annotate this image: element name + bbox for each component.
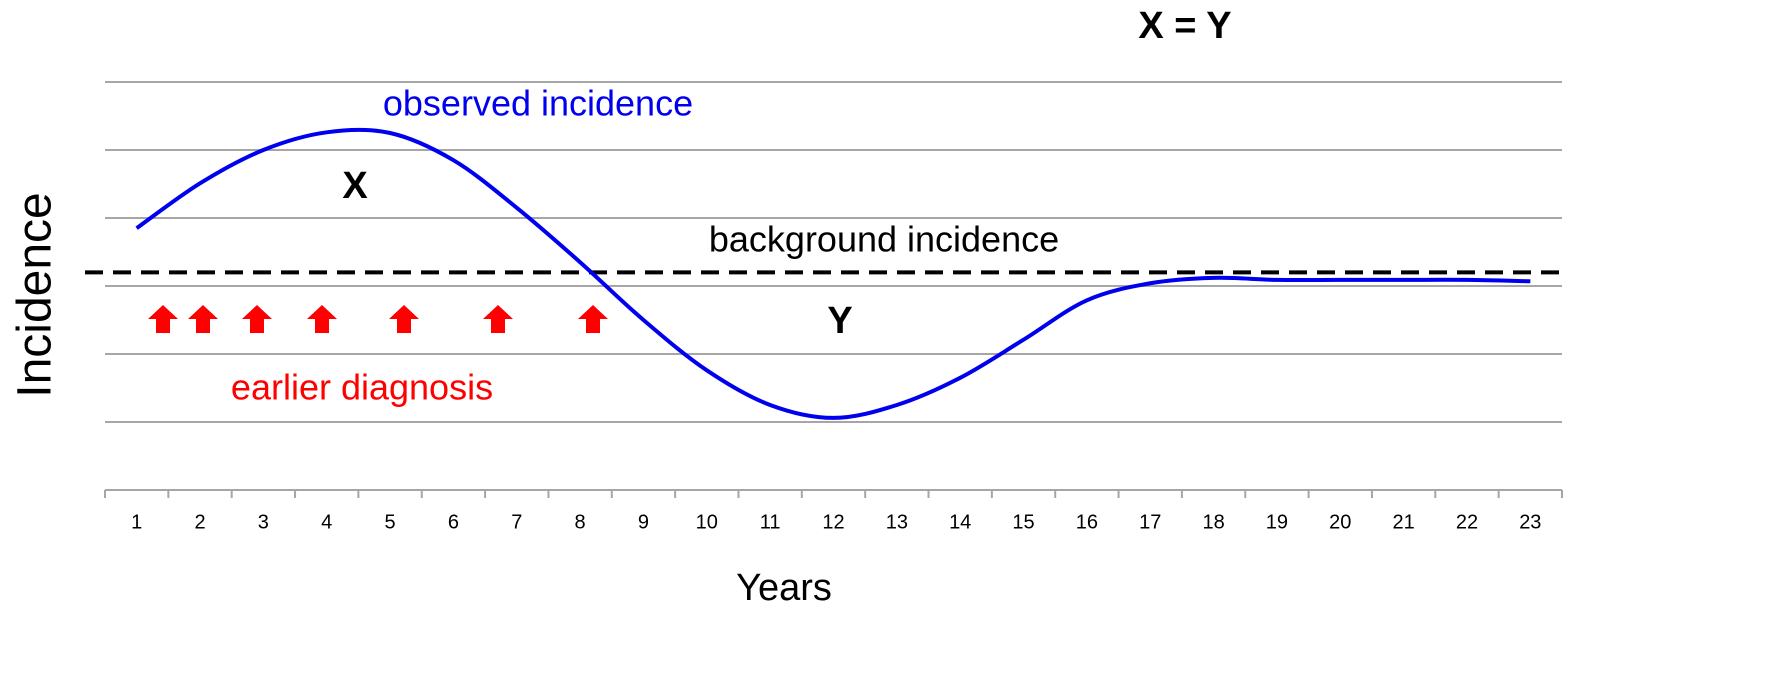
arrow xyxy=(578,305,608,333)
x-tick-label: 17 xyxy=(1139,511,1161,533)
y-annotation: Y xyxy=(827,300,852,342)
x-tick-label: 14 xyxy=(949,511,971,533)
x-tick-label: 5 xyxy=(385,511,396,533)
arrow xyxy=(483,305,513,333)
x-tick-label: 23 xyxy=(1519,511,1541,533)
x-tick-label: 4 xyxy=(321,511,332,533)
x-tick-label: 20 xyxy=(1329,511,1351,533)
arrow xyxy=(188,305,218,333)
x-tick-label: 10 xyxy=(696,511,718,533)
equation-annotation: X = Y xyxy=(1138,5,1231,47)
x-tick-label: 19 xyxy=(1266,511,1288,533)
x-tick-label: 13 xyxy=(886,511,908,533)
x-tick-label: 21 xyxy=(1393,511,1415,533)
y-axis-label: Incidence xyxy=(9,192,62,397)
foreground: 1 2 3 4 5 6 7 8 9 10 11 12 13 14 15 16 17 18 19 20 21 22 23bac… xyxy=(85,83,1562,533)
arrows-annotation: earlier diagnosis xyxy=(231,367,493,408)
x-tick-label: 1 xyxy=(131,511,142,533)
x-tick-label: 2 xyxy=(194,511,205,533)
x-tick-label: 6 xyxy=(448,511,459,533)
arrow xyxy=(307,305,337,333)
arrows xyxy=(148,305,608,333)
x-axis-label: Years xyxy=(736,567,832,609)
x-tick-label: 8 xyxy=(575,511,586,533)
x-annotation: X xyxy=(342,165,368,207)
arrow xyxy=(242,305,272,333)
x-tick-label: 16 xyxy=(1076,511,1098,533)
series-line xyxy=(135,127,1531,420)
series-label: observed incidence xyxy=(383,83,693,124)
x-tick-label: 12 xyxy=(822,511,844,533)
reference-label: background incidence xyxy=(709,219,1059,260)
arrow xyxy=(148,305,178,333)
x-tick-label: 3 xyxy=(258,511,269,533)
arrow xyxy=(389,305,419,333)
x-tick-label: 9 xyxy=(638,511,649,533)
x-tick-label: 11 xyxy=(760,511,781,533)
x-tick-label: 22 xyxy=(1456,511,1478,533)
x-tick-label: 18 xyxy=(1202,511,1224,533)
x-tick-label: 15 xyxy=(1012,511,1034,533)
x-tick-label: 7 xyxy=(511,511,522,533)
